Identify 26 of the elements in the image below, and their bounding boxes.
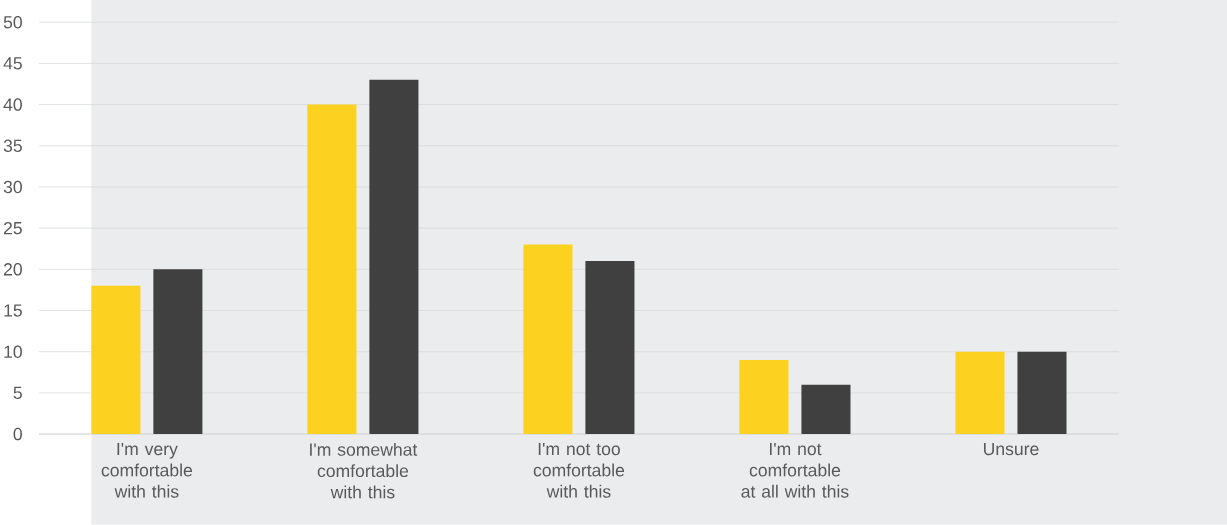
y-tick-label: 0 [13,427,22,441]
bar [153,269,203,435]
bar [369,79,419,435]
bar [739,360,789,435]
y-tick-label: 30 [3,180,22,194]
y-tick-label: 20 [3,263,22,276]
y-tick-label: 15 [4,304,22,317]
bar [585,261,635,435]
y-tick-label: 25 [3,222,22,235]
y-tick-label: 10 [4,345,22,359]
y-tick-label: 35 [3,139,22,153]
x-tick-label: I'm somewhat comfortable with this [310,443,418,499]
bar [801,384,851,435]
x-tick-label: I'm very comfortable with this [101,443,193,498]
bar [307,104,357,435]
x-tick-label: I'm not comfortable at all with this [741,443,849,498]
y-tick-label: 50 [3,16,22,29]
y-tick-label: 5 [13,386,22,400]
bar [1017,351,1067,435]
y-tick-label: 40 [3,98,22,111]
bar [955,351,1005,435]
bar [91,285,141,435]
bar [523,244,573,435]
x-tick-label: Unsure [983,443,1039,456]
x-tick-label: I'm not too comfortable with this [533,443,625,498]
y-tick-label: 45 [3,57,22,70]
